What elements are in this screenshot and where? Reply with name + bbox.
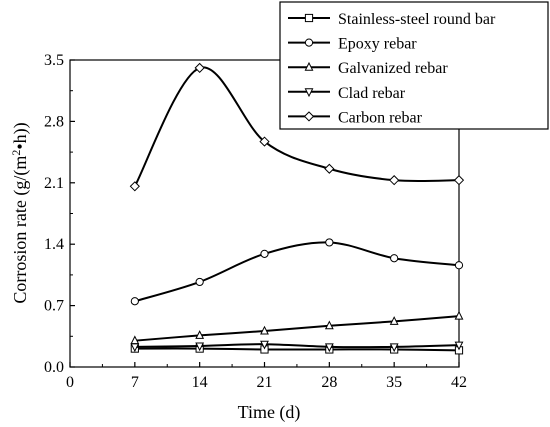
legend-swatch-marker [303,111,315,122]
data-point-epoxy-rebar [195,277,204,287]
data-point-clad-rebar [454,341,464,351]
data-point-epoxy-rebar [260,249,269,258]
y-axis-label-suffix: •h)) [10,122,31,149]
series-line-epoxy-rebar [134,241,460,303]
y-tick-label: 0.0 [44,359,64,376]
data-point-carbon-rebar [324,163,335,174]
legend-label: Epoxy rebar [338,36,417,53]
y-tick-label: 0.7 [44,298,64,315]
x-axis-label: Time (d) [238,402,301,423]
legend-swatch-marker [304,38,314,47]
legend-label: Galvanized rebar [338,60,448,77]
x-tick-label: 35 [386,374,402,391]
series-line-stainless-steel-round-bar [134,347,460,352]
data-point-clad-rebar [195,342,205,352]
data-point-galvanized-rebar [195,330,205,339]
legend-label: Carbon rebar [338,109,423,126]
data-point-epoxy-rebar [454,261,464,270]
data-point-clad-rebar [324,343,334,353]
data-point-clad-rebar [389,343,399,353]
legend-item-clad-rebar: Clad rebar [288,85,406,102]
y-axis-label-prefix: Corrosion rate (g/(m [10,156,31,304]
legend-item-epoxy-rebar: Epoxy rebar [288,36,417,53]
legend-item-carbon-rebar: Carbon rebar [288,109,423,126]
x-tick-label: 21 [257,374,273,391]
data-point-carbon-rebar [194,62,205,74]
data-point-carbon-rebar [389,175,400,186]
y-tick-label: 3.5 [44,52,64,69]
x-tick-label: 0 [66,374,74,391]
x-tick-label: 7 [131,374,139,391]
data-point-galvanized-rebar [324,320,334,330]
legend: Stainless-steel round bar Epoxy rebar Galv… [279,1,549,130]
y-axis-label: Corrosion rate (g/(m2•h)) [9,122,31,303]
legend-item-galvanized-rebar: Galvanized rebar [288,60,448,77]
x-tick-label: 42 [451,374,467,391]
y-tick-label: 2.1 [44,175,64,192]
y-tick-label: 2.8 [44,113,64,130]
legend-item-stainless-steel-round-bar: Stainless-steel round bar [288,11,496,28]
series-galvanized-rebar [130,310,464,345]
data-point-epoxy-rebar [325,238,334,247]
series-clad-rebar [130,340,464,353]
x-tick-label: 14 [192,374,208,391]
y-tick-label: 1.4 [44,236,64,253]
data-point-carbon-rebar [453,175,465,186]
y-axis-label-superscript: 2 [9,150,23,156]
legend-swatch-marker [304,13,314,23]
legend-label: Stainless-steel round bar [338,11,496,28]
plot-area: 0 7 14 21 28 35 42 0.0 0.7 1.4 2.1 2.8 3.5 [44,52,467,391]
series-carbon-rebar [129,62,465,192]
legend-swatch-marker [304,61,314,71]
legend-label: Clad rebar [338,85,406,102]
data-point-clad-rebar [130,343,140,353]
data-point-galvanized-rebar [454,310,464,320]
data-point-clad-rebar [260,340,269,350]
data-point-carbon-rebar [129,181,140,192]
legend-box [279,1,549,130]
series-line-clad-rebar [134,343,460,349]
data-point-epoxy-rebar [390,254,399,263]
data-point-carbon-rebar [259,136,270,147]
series-line-galvanized-rebar [134,315,460,342]
series-epoxy-rebar [130,238,464,306]
x-tick-label: 28 [321,374,337,391]
data-point-galvanized-rebar [389,316,399,325]
data-point-epoxy-rebar [130,297,139,306]
legend-swatch-marker [304,88,314,98]
data-point-galvanized-rebar [260,325,269,335]
